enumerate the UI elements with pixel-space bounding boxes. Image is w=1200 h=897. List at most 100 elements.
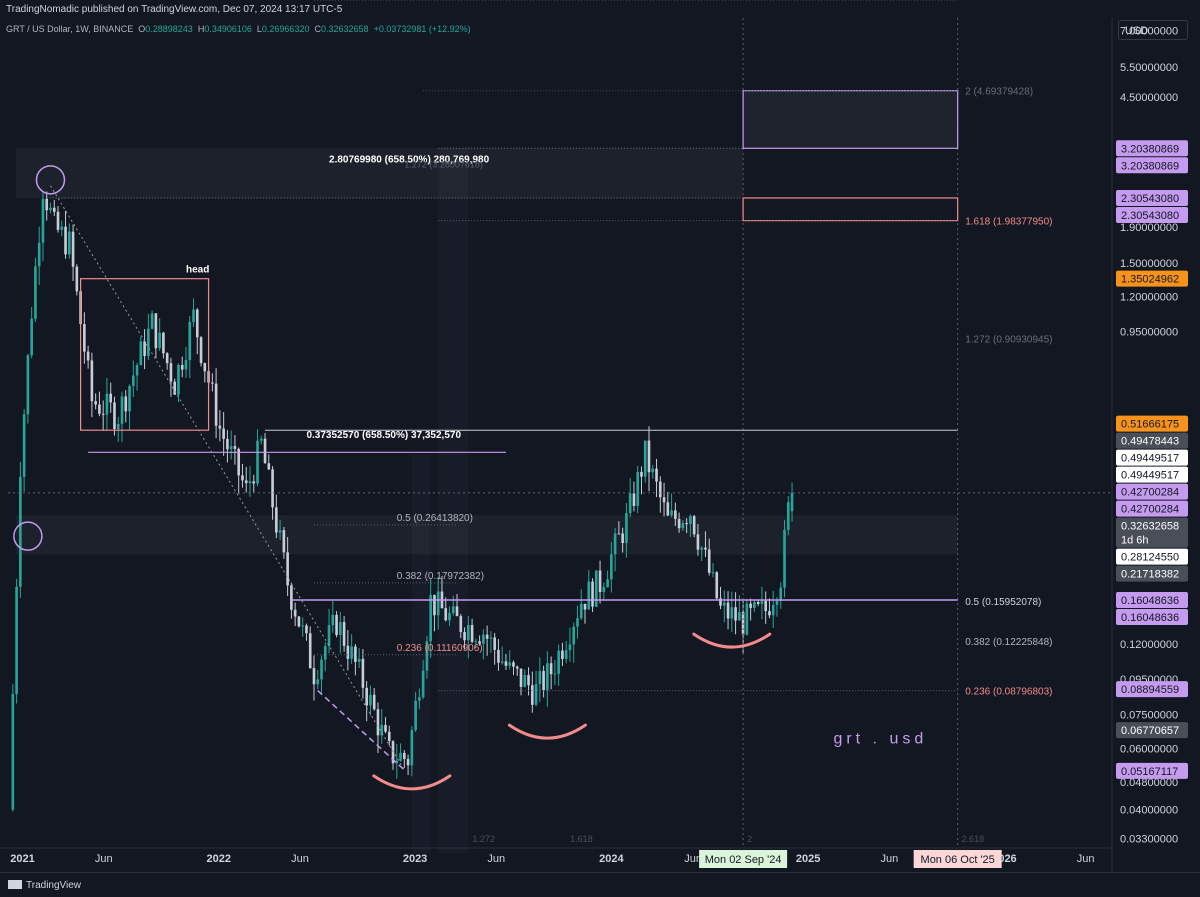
price-badge-box [1116,517,1188,548]
price-tick-label: 0.03300000 [1120,834,1178,846]
tradingview-logo[interactable]: TradingView [8,880,81,891]
low-label: L [256,24,262,34]
candle-up [15,586,18,695]
candle-up [350,646,353,659]
price-badge-label: 0.49449517 [1121,470,1179,482]
time-tick-label: 2021 [10,853,34,865]
candle-up [128,386,131,412]
low-value: 0.26966320 [261,24,310,34]
price-badge-label: 0.16048636 [1121,595,1179,607]
symbol-name[interactable]: GRT / US Dollar, 1W, BINANCE [6,24,134,34]
candle-up [689,516,692,524]
candle-down [519,668,523,687]
candle-up [606,579,609,588]
candle-up [158,332,161,349]
price-badge-label: 0.16048636 [1121,612,1179,624]
right-shoulder-arc [692,632,772,649]
price-axis[interactable]: 7.000000005.500000004.500000002.90000000… [1111,18,1178,872]
candle-down [263,438,267,464]
fib-left-label: 0.236 (0.11160906) [397,643,483,654]
target-box-upper [742,90,959,149]
candle-down [497,649,500,663]
price-tick-label: 1.90000000 [1120,222,1178,234]
candle-up [610,554,613,580]
candle-up [395,760,399,764]
price-badge-box [1116,140,1188,157]
candle-down [719,598,722,606]
candle-up [131,375,135,387]
candle-up [135,365,139,376]
candle-up [489,637,493,639]
price-badge-label: 0.49449517 [1121,453,1179,465]
candle-down [90,360,94,402]
fib-time-label: 2.618 [962,834,985,844]
candle-up [779,587,783,601]
candle-up [177,364,180,395]
candle-down [655,468,658,482]
candle-down [617,533,621,535]
candle-down [470,625,474,642]
candle-down [173,381,177,395]
price-badge-box [1116,762,1188,779]
candle-up [482,634,485,644]
candle-up [730,607,734,619]
candle-up [150,313,154,329]
price-tick-label: 0.07500000 [1120,710,1178,722]
candle-down [406,758,410,766]
candle-up [451,606,455,613]
currency-selector[interactable]: USD [1118,20,1188,40]
candle-up [771,605,775,616]
time-axis[interactable]: 2021 Jun 2022 Jun 2023 Jun 2024 Jun 2025 Jun 2026 J… [0,847,1112,868]
candle-up [579,603,583,619]
candle-up [67,231,71,255]
candle-down [233,446,237,449]
time-tick-label: Jun [487,853,505,865]
candle-up [557,650,560,674]
price-tick-label: 2.90000000 [1120,158,1178,170]
candle-down [685,523,688,525]
candle-down [726,602,730,619]
candle-down [214,383,218,426]
candle-down [267,463,271,470]
time-tick-label: 2023 [403,853,427,865]
candle-up [436,591,440,616]
candle-down [101,413,105,415]
candle-down [440,591,444,609]
candle-up [418,697,421,701]
price-badge-label: 0.42700284 [1121,487,1179,499]
candle-down [658,481,662,498]
price-tick-label: 0.04800000 [1120,777,1178,789]
date-badge-label: Mon 06 Oct '25 [921,854,995,866]
fib-time-label: 1.618 [570,834,593,844]
candle-up [49,207,52,211]
candle-up [722,602,726,606]
candle-down [169,363,173,382]
time-tick-label: Jun [684,853,702,865]
candle-down [109,393,113,403]
resistance-zone [16,148,744,198]
mid-shoulder-arc [507,723,587,740]
candle-up [259,438,263,441]
candle-down [346,645,350,659]
candle-down [591,581,594,607]
candle-down [734,607,737,621]
candle-down [244,480,248,484]
candle-down [312,668,316,685]
candle-down [275,507,278,533]
candle-up [538,671,542,685]
candle-up [278,530,282,533]
candle-down [305,625,308,634]
candle-down [527,675,530,686]
price-badge-box [1116,608,1188,625]
price-badge-box [1116,500,1188,517]
price-badge-label: 0.08894559 [1121,684,1179,696]
candle-up [711,572,715,574]
candle-up [37,242,41,267]
candle-up [26,355,30,415]
candle-down [94,401,97,405]
candle-down [372,694,376,710]
candle-down [640,471,643,477]
candle-down [211,382,214,384]
